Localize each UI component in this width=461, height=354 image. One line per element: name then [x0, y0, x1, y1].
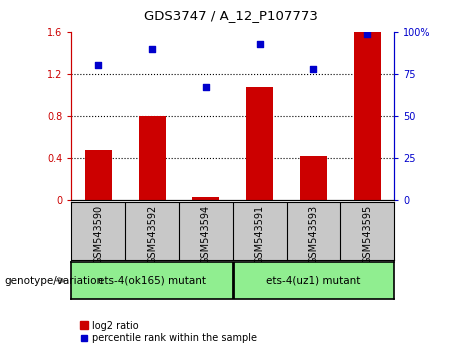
Text: GSM543592: GSM543592 [147, 205, 157, 264]
Legend: log2 ratio, percentile rank within the sample: log2 ratio, percentile rank within the s… [77, 317, 261, 347]
Bar [300, 156, 327, 200]
Bar [354, 32, 381, 200]
Point [364, 31, 371, 36]
Point [310, 66, 317, 72]
Bar [193, 197, 219, 200]
Point [202, 85, 210, 90]
Point [95, 63, 102, 68]
Bar [246, 86, 273, 200]
Text: GSM543595: GSM543595 [362, 205, 372, 264]
Text: GSM543591: GSM543591 [254, 205, 265, 264]
Text: GSM543590: GSM543590 [93, 205, 103, 264]
Bar [139, 116, 165, 200]
Text: ets-4(uz1) mutant: ets-4(uz1) mutant [266, 275, 361, 286]
Text: ets-4(ok165) mutant: ets-4(ok165) mutant [98, 275, 206, 286]
Text: GDS3747 / A_12_P107773: GDS3747 / A_12_P107773 [143, 9, 318, 22]
Text: GSM543593: GSM543593 [308, 205, 319, 264]
Text: genotype/variation: genotype/variation [5, 275, 104, 286]
Text: GSM543594: GSM543594 [201, 205, 211, 264]
Bar [85, 149, 112, 200]
Point [148, 46, 156, 52]
Point [256, 41, 263, 46]
